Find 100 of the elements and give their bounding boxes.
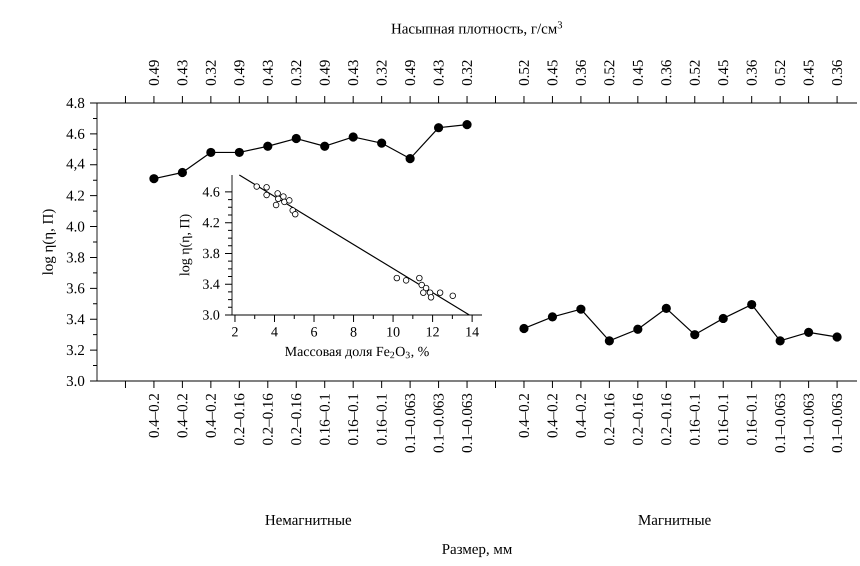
- point: [263, 142, 272, 151]
- point: [292, 134, 301, 144]
- text: 0.36: [832, 60, 842, 86]
- y-tick-label: 3.6: [66, 283, 84, 294]
- point: [377, 138, 386, 148]
- x-tick-label: 6: [311, 327, 318, 337]
- text: 0.52: [604, 60, 614, 86]
- x-tick-label: 0.1–0.063: [434, 394, 444, 452]
- point: [292, 211, 298, 218]
- text: 0.32: [376, 60, 387, 86]
- y-tick-label: 3.4: [203, 280, 220, 289]
- point: [519, 324, 529, 334]
- text: 0.52: [690, 60, 700, 86]
- x-tick-label: 0.2–0.16: [291, 394, 302, 445]
- x-tick-label: 0.16–0.1: [320, 394, 330, 445]
- x-tick-label: 4: [271, 327, 278, 336]
- point: [633, 324, 642, 334]
- point: [576, 304, 586, 314]
- point: [804, 328, 814, 337]
- y-tick-label: 4.6: [66, 128, 84, 139]
- x-tick-label: 0.16–0.1: [746, 394, 757, 445]
- y-axis-title: log η(η, П): [180, 214, 192, 276]
- point: [718, 314, 728, 324]
- x-tick-label: 0.4–0.2: [148, 394, 160, 438]
- point: [281, 198, 288, 206]
- point: [254, 183, 260, 190]
- point: [832, 332, 842, 342]
- text: 0.36: [746, 60, 757, 86]
- point: [263, 192, 270, 198]
- y-tick-label: 4.0: [66, 221, 84, 232]
- point: [420, 289, 427, 296]
- point: [604, 336, 614, 346]
- text: 0.32: [291, 60, 302, 86]
- point: [662, 304, 671, 314]
- text: 0.45: [804, 60, 814, 86]
- y-tick-label: 3.8: [66, 252, 84, 263]
- y-tick-label: 3.0: [203, 310, 220, 320]
- x-tick-label: 0.2–0.16: [661, 394, 672, 445]
- y-tick-label: 4.2: [202, 218, 220, 228]
- text: 0.45: [547, 60, 558, 86]
- text: 0.32: [462, 60, 472, 86]
- x2-axis-title: Насыпная плотность, г/см$^{3}$: [391, 21, 562, 36]
- y-tick-label: 4.8: [66, 98, 84, 108]
- x-tick-label: 0.2–0.16: [632, 394, 643, 445]
- point: [149, 174, 159, 184]
- point: [548, 312, 558, 322]
- text: Магнитные: [638, 515, 711, 525]
- text: 0.36: [576, 60, 586, 86]
- x-tick-label: 0.4–0.2: [177, 394, 188, 438]
- point: [436, 289, 444, 296]
- point: [402, 277, 410, 284]
- text: 0.49: [405, 60, 416, 86]
- x-tick-label: 0.1–0.063: [462, 394, 472, 452]
- text: 0.45: [718, 60, 728, 86]
- x-tick-label: 0.1–0.063: [775, 394, 786, 452]
- x-tick-label: 10: [387, 327, 400, 337]
- point: [428, 294, 434, 301]
- point: [450, 292, 456, 299]
- x-tick-label: 2: [232, 327, 238, 336]
- point: [747, 300, 756, 310]
- y-tick-label: 4.2: [66, 190, 84, 201]
- x-tick-label: 0.4–0.2: [547, 394, 558, 438]
- text: Немагнитные: [265, 515, 352, 525]
- x-tick-label: 14: [466, 327, 479, 336]
- point: [206, 148, 216, 158]
- point: [406, 154, 415, 164]
- x-tick-label: 0.4–0.2: [518, 394, 530, 438]
- point: [416, 274, 423, 282]
- x-tick-label: 0.2–0.16: [262, 394, 273, 445]
- x-tick-label: 0.4–0.2: [576, 394, 586, 438]
- text: 0.49: [234, 60, 244, 86]
- point: [280, 193, 287, 200]
- x-axis-title: Размер, мм: [442, 544, 512, 558]
- y-tick-label: 4,4: [66, 158, 85, 171]
- point: [178, 168, 187, 178]
- x-tick-label: 8: [350, 327, 356, 337]
- point: [418, 282, 425, 288]
- x-tick-label: 0.16–0.1: [718, 394, 728, 445]
- point: [348, 132, 358, 142]
- point: [434, 123, 444, 132]
- x-tick-label: 0.1–0.063: [405, 394, 416, 452]
- y-tick-label: 3.0: [66, 376, 84, 386]
- point: [234, 148, 244, 158]
- x-tick-label: 0.2–0.16: [604, 394, 614, 445]
- text: 0.43: [262, 60, 273, 86]
- point: [275, 196, 282, 202]
- x-tick-label: 0.16–0.1: [376, 394, 387, 445]
- text: 0.43: [177, 60, 188, 86]
- x-tick-label: 0.16–0.1: [690, 394, 700, 445]
- text: 0.49: [320, 60, 330, 86]
- y-tick-label: 3.4: [66, 314, 85, 324]
- y-axis-title: log η(η, П): [42, 209, 56, 276]
- text: 0.45: [632, 60, 643, 86]
- text: 0.49: [148, 60, 160, 86]
- point: [690, 330, 700, 340]
- point: [394, 274, 400, 282]
- y-tick-label: 3.2: [66, 345, 84, 356]
- point: [462, 120, 472, 130]
- x-axis-title: Массовая доля Fe$_{2}$O$_{3}$, %: [285, 346, 429, 359]
- text: 0.52: [518, 60, 530, 86]
